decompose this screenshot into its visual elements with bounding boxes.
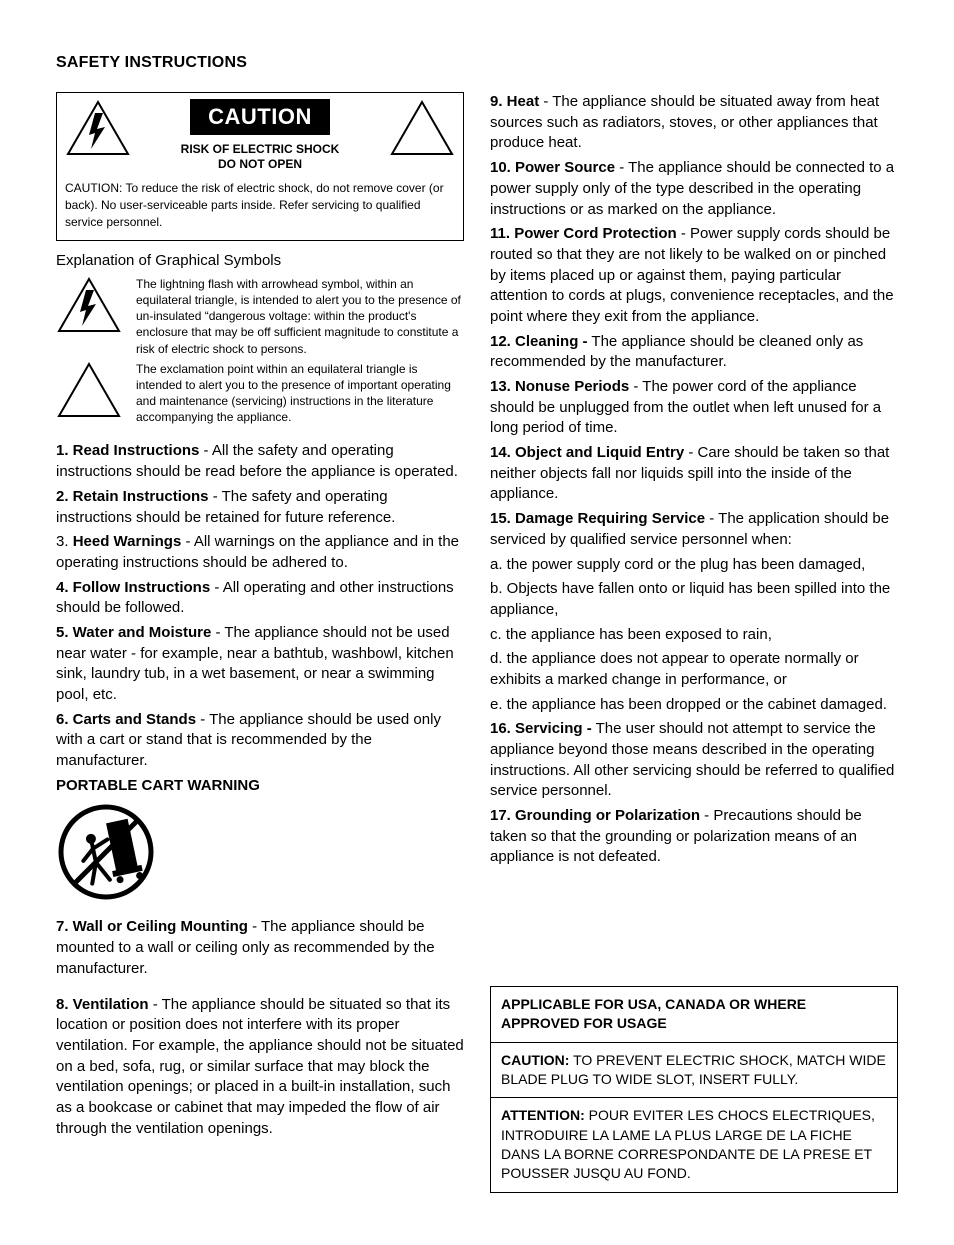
symbols-title: Explanation of Graphical Symbols [56,251,464,272]
symbol-row-exclaim: The exclamation point within an equilate… [56,361,464,426]
instr-item: 1. Read Instructions - All the safety an… [56,441,464,482]
cart-warning-title: PORTABLE CART WARNING [56,776,464,797]
damage-sub-item: b. Objects have fallen onto or liquid ha… [490,579,898,620]
risk-text: RISK OF ELECTRIC SHOCK DO NOT OPEN [141,142,379,172]
warning-triangle-icon [56,361,122,426]
page-title: SAFETY INSTRUCTIONS [56,52,898,74]
damage-sub-item: c. the appliance has been exposed to rai… [490,625,898,646]
risk-line-1: RISK OF ELECTRIC SHOCK [181,142,340,156]
lightning-symbol-text: The lightning flash with arrowhead symbo… [136,276,464,357]
risk-line-2: DO NOT OPEN [218,157,302,171]
instr-item: 17. Grounding or Polarization - Precauti… [490,806,898,868]
shock-triangle-icon [56,276,122,357]
instr-item: 11. Power Cord Protection - Power supply… [490,224,898,327]
instr-item: 4. Follow Instructions - All operating a… [56,578,464,619]
instr-item: 8. Ventilation - The appliance should be… [56,995,464,1140]
caution-box: CAUTION RISK OF ELECTRIC SHOCK DO NOT OP… [56,92,464,241]
instr-item: 15. Damage Requiring Service - The appli… [490,509,898,550]
instr-item: 13. Nonuse Periods - The power cord of t… [490,377,898,439]
applicable-caution: CAUTION: TO PREVENT ELECTRIC SHOCK, MATC… [491,1043,897,1099]
instr-item: 12. Cleaning - The appliance should be c… [490,332,898,373]
caution-banner: CAUTION [190,99,330,135]
two-column-layout: CAUTION RISK OF ELECTRIC SHOCK DO NOT OP… [56,92,898,1193]
caution-description: CAUTION: To reduce the risk of electric … [65,180,455,230]
instr-item: 6. Carts and Stands - The appliance shou… [56,710,464,772]
applicable-attention: ATTENTION: POUR EVITER LES CHOCS ELECTRI… [491,1098,897,1191]
instr-item: 16. Servicing - The user should not atte… [490,719,898,802]
instr-item: 3. Heed Warnings - All warnings on the a… [56,532,464,573]
instr-item: 10. Power Source - The appliance should … [490,158,898,220]
right-column: 9. Heat - The appliance should be situat… [490,92,898,1193]
cart-warning-icon [56,802,464,902]
applicable-box: APPLICABLE FOR USA, CANADA OR WHERE APPR… [490,986,898,1193]
left-instructions-1: 1. Read Instructions - All the safety an… [56,441,464,771]
exclaim-symbol-text: The exclamation point within an equilate… [136,361,464,426]
instr-item: 9. Heat - The appliance should be situat… [490,92,898,154]
left-instructions-2: 7. Wall or Ceiling Mounting - The applia… [56,917,464,1139]
shock-triangle-icon [65,99,131,157]
warning-triangle-icon [389,99,455,157]
damage-sub-item: a. the power supply cord or the plug has… [490,555,898,576]
left-column: CAUTION RISK OF ELECTRIC SHOCK DO NOT OP… [56,92,464,1193]
instr-item: 14. Object and Liquid Entry - Care shoul… [490,443,898,505]
instr-item: 2. Retain Instructions - The safety and … [56,487,464,528]
instr-item: 7. Wall or Ceiling Mounting - The applia… [56,917,464,979]
damage-sub-item: e. the appliance has been dropped or the… [490,695,898,716]
applicable-header: APPLICABLE FOR USA, CANADA OR WHERE APPR… [491,987,897,1043]
instr-item: 5. Water and Moisture - The appliance sh… [56,623,464,706]
damage-sub-item: d. the appliance does not appear to oper… [490,649,898,690]
symbol-row-lightning: The lightning flash with arrowhead symbo… [56,276,464,357]
